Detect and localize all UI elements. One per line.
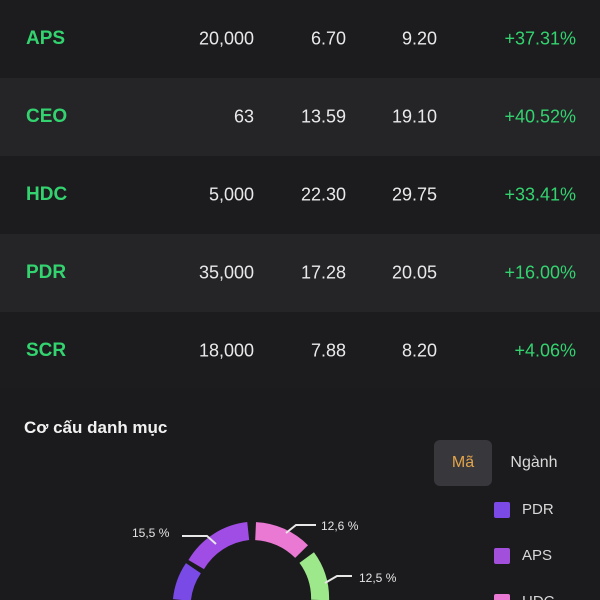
quantity: 63	[233, 106, 254, 127]
holding-row-aps[interactable]: APS 20,000 6.70 9.20 +37.31%	[0, 0, 600, 78]
average-price: 17.28	[300, 262, 346, 283]
legend-swatch-hdc	[494, 594, 510, 600]
market-price: 8.20	[401, 340, 437, 361]
symbol: APS	[26, 28, 66, 49]
toggle-ma-button[interactable]: Mã	[434, 440, 492, 486]
profit-percent: +37.31%	[504, 28, 576, 49]
holdings-table: APS 20,000 6.70 9.20 +37.31% CEO 63 13.5…	[0, 0, 600, 390]
holding-row-hdc[interactable]: HDC 5,000 22.30 29.75 +33.41%	[0, 156, 600, 234]
profit-percent: +33.41%	[504, 184, 576, 205]
symbol: PDR	[26, 262, 67, 283]
donut-ring	[172, 522, 330, 600]
symbol: CEO	[26, 106, 68, 127]
profit-percent: +4.06%	[514, 340, 576, 361]
donut-label-12-5: 12,5 %	[359, 571, 397, 585]
donut-segment-pink[interactable]	[254, 522, 309, 559]
market-price: 9.20	[401, 28, 437, 49]
holding-row-ceo[interactable]: CEO 63 13.59 19.10 +40.52%	[0, 78, 600, 156]
quantity: 35,000	[198, 262, 254, 283]
donut-segment-violet[interactable]	[172, 563, 202, 600]
portfolio-donut-chart: 15,5 % 12,6 % 12,5 %	[0, 388, 600, 600]
donut-segment-purple[interactable]	[188, 522, 250, 570]
legend-label: PDR	[522, 501, 554, 518]
profit-percent: +16.00%	[504, 262, 576, 283]
market-price: 29.75	[391, 184, 437, 205]
legend-swatch-aps	[494, 548, 510, 564]
portfolio-structure-section: Cơ cấu danh mục Mã Ngành PDR APS HDC	[0, 388, 600, 600]
average-price: 6.70	[310, 28, 346, 49]
donut-svg: 15,5 % 12,6 % 12,5 %	[132, 519, 397, 600]
market-price: 20.05	[391, 262, 437, 283]
donut-segment-green[interactable]	[299, 552, 330, 600]
holding-row-scr[interactable]: SCR 18,000 7.88 8.20 +4.06%	[0, 312, 600, 390]
average-price: 22.30	[300, 184, 346, 205]
legend-swatch-pdr	[494, 502, 510, 518]
leader-line-12-5	[324, 575, 352, 584]
symbol: HDC	[26, 184, 68, 205]
quantity: 5,000	[208, 184, 254, 205]
section-title: Cơ cấu danh mục	[24, 418, 168, 437]
quantity: 20,000	[198, 28, 254, 49]
toggle-nganh-button[interactable]: Ngành	[510, 454, 558, 471]
leader-line-15-5	[182, 535, 217, 545]
symbol: SCR	[26, 340, 67, 361]
quantity: 18,000	[198, 340, 254, 361]
holding-row-pdr[interactable]: PDR 35,000 17.28 20.05 +16.00%	[0, 234, 600, 312]
donut-label-12-6: 12,6 %	[321, 519, 359, 533]
average-price: 13.59	[300, 106, 346, 127]
average-price: 7.88	[310, 340, 346, 361]
donut-label-15-5: 15,5 %	[132, 526, 170, 540]
market-price: 19.10	[391, 106, 437, 127]
leader-line-12-6	[285, 524, 316, 534]
profit-percent: +40.52%	[504, 106, 576, 127]
legend-label: HDC	[522, 592, 555, 600]
legend-label: APS	[522, 547, 553, 564]
donut-leader-lines	[182, 524, 352, 584]
